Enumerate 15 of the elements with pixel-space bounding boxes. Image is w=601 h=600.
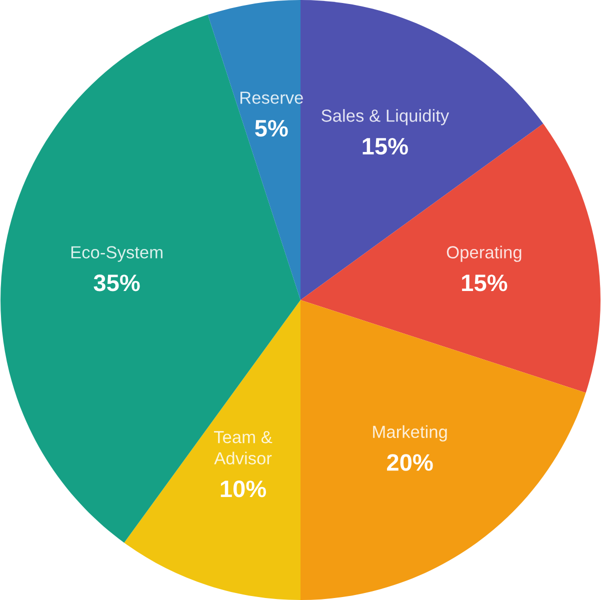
slice-label: Eco-System [71, 246, 162, 262]
pie-slice [300, 300, 586, 600]
slice-label: Reserve [240, 92, 303, 104]
pie-slice [300, 124, 600, 393]
slice-label: Sales & Liquidity [322, 109, 450, 126]
slice-label: Operating [446, 246, 522, 262]
data-label: 5% [255, 120, 288, 137]
slice-label: Team & Advisor [214, 431, 272, 464]
data-label: 20% [387, 454, 433, 471]
slice-label: Marketing [373, 425, 447, 442]
pie-slice [124, 300, 300, 600]
data-label: 10% [220, 480, 266, 498]
data-label: 15% [462, 274, 508, 292]
data-label: 15% [362, 138, 408, 155]
data-label: 35% [94, 274, 140, 292]
